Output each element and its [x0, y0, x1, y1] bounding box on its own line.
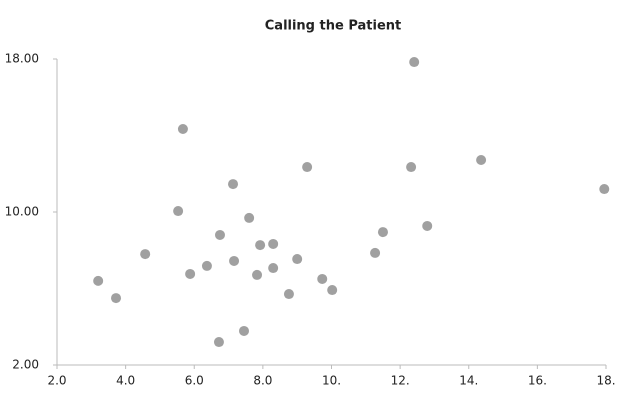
point [406, 162, 417, 173]
point [377, 227, 388, 238]
point [268, 238, 279, 249]
x-tick-label: 6.0 [185, 374, 204, 388]
y-tick-label: 2.00 [12, 358, 39, 372]
point [599, 184, 610, 195]
point [239, 325, 250, 336]
point [185, 268, 196, 279]
point [422, 220, 433, 231]
x-tick-label: 8.0 [253, 374, 272, 388]
x-tick-label: 14. [459, 374, 478, 388]
point [370, 247, 381, 258]
point [268, 263, 279, 274]
point [302, 162, 313, 173]
x-tick-label: 16. [528, 374, 547, 388]
x-tick-label: 2.0 [47, 374, 66, 388]
y-tick-label: 10.00 [5, 205, 39, 219]
x-tick-label: 10. [322, 374, 341, 388]
point [409, 57, 420, 68]
y-tick-label: 18.00 [5, 52, 39, 66]
point [244, 212, 255, 223]
point [213, 337, 224, 348]
x-tick-label: 4.0 [116, 374, 135, 388]
point [214, 229, 225, 240]
x-tick-label: 18. [596, 374, 615, 388]
point [140, 249, 151, 260]
point [228, 179, 239, 190]
point [317, 273, 328, 284]
point [255, 240, 266, 251]
point [476, 154, 487, 165]
point [173, 206, 184, 217]
point [283, 289, 294, 300]
x-tick-label: 12. [391, 374, 410, 388]
point [201, 260, 212, 271]
point [177, 123, 188, 134]
point [252, 269, 263, 280]
point [93, 275, 104, 286]
point [327, 285, 338, 296]
point [111, 293, 122, 304]
point [229, 255, 240, 266]
point [292, 254, 303, 265]
chart-title: Calling the Patient [265, 19, 402, 34]
